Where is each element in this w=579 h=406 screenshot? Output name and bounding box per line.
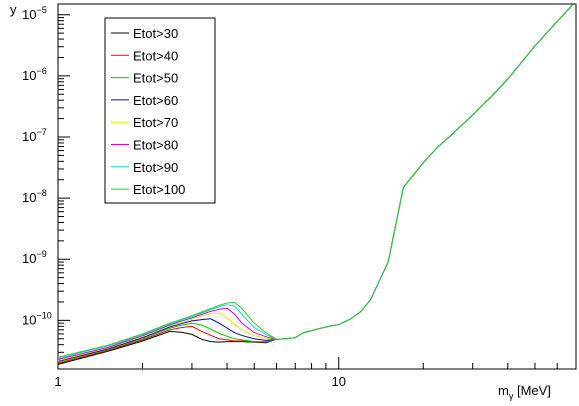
legend-label: Etot>80 [133, 138, 178, 153]
x-tick-label: 10 [332, 374, 346, 389]
y-tick-label: 10−7 [22, 127, 47, 144]
legend-label: Etot>30 [133, 26, 178, 41]
y-minor-ticks [58, 17, 64, 364]
legend-label: Etot>50 [133, 71, 178, 86]
x-tick-label: 1 [54, 374, 61, 389]
legend-label: Etot>100 [133, 182, 185, 197]
legend-label: Etot>40 [133, 48, 178, 63]
y-tick-label: 10−10 [22, 310, 52, 327]
legend: Etot>30 Etot>40 Etot>50 Etot>60 Etot>70 Etot>… [104, 17, 216, 204]
legend-label: Etot>60 [133, 93, 178, 108]
y-tick-label: 10−8 [22, 188, 47, 205]
plot-frame [57, 3, 577, 370]
x-axis-ticks: 1 10 [54, 357, 346, 389]
x-axis-label: mγ [MeV] [498, 383, 551, 401]
legend-label: Etot>90 [133, 160, 178, 175]
series-line-8 [57, 4, 573, 358]
legend-box [104, 17, 216, 204]
y-tick-label: 10−6 [22, 66, 47, 83]
y-tick-label: 10−5 [22, 5, 47, 22]
y-axis-ticks: 10−10 10−9 10−8 10−7 10−6 10−5 [22, 5, 70, 327]
series-layer [57, 4, 573, 365]
legend-label: Etot>70 [133, 115, 178, 130]
x-minor-ticks [142, 363, 577, 369]
y-tick-label: 10−9 [22, 249, 47, 266]
y-axis-label: y [10, 2, 17, 17]
